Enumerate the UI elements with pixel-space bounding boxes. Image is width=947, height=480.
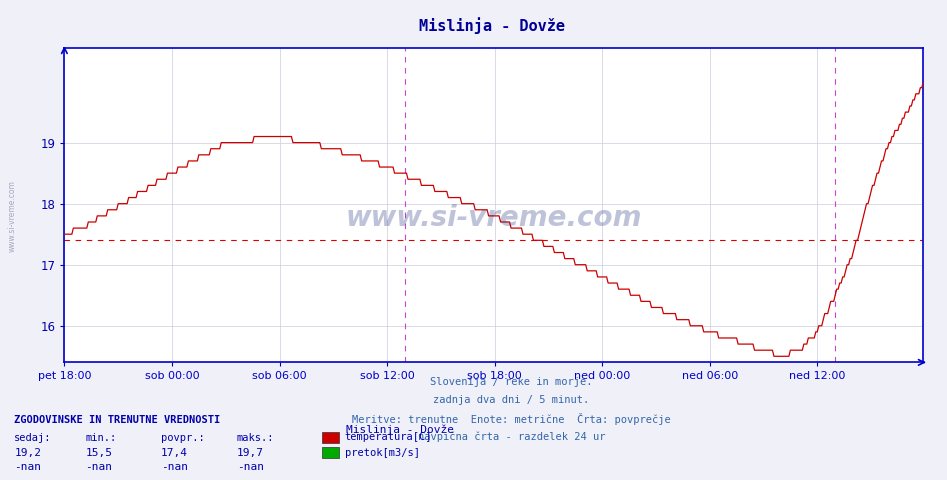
Text: 17,4: 17,4 [161,448,188,458]
Text: -nan: -nan [85,462,113,472]
Text: zadnja dva dni / 5 minut.: zadnja dva dni / 5 minut. [434,395,589,405]
Text: -nan: -nan [14,462,42,472]
Text: navpična črta - razdelek 24 ur: navpična črta - razdelek 24 ur [418,432,605,442]
Text: -nan: -nan [237,462,264,472]
Text: temperatura[C]: temperatura[C] [345,432,432,442]
Text: Mislinja - Dovže: Mislinja - Dovže [420,17,565,34]
Text: Slovenija / reke in morje.: Slovenija / reke in morje. [430,377,593,387]
Text: pretok[m3/s]: pretok[m3/s] [345,448,420,457]
Text: ZGODOVINSKE IN TRENUTNE VREDNOSTI: ZGODOVINSKE IN TRENUTNE VREDNOSTI [14,415,221,425]
Text: 19,2: 19,2 [14,448,42,458]
Text: www.si-vreme.com: www.si-vreme.com [8,180,17,252]
Text: maks.:: maks.: [237,433,275,444]
Text: 19,7: 19,7 [237,448,264,458]
Text: min.:: min.: [85,433,116,444]
Text: povpr.:: povpr.: [161,433,205,444]
Text: sedaj:: sedaj: [14,433,52,444]
Text: Meritve: trenutne  Enote: metrične  Črta: povprečje: Meritve: trenutne Enote: metrične Črta: … [352,413,670,425]
Text: -nan: -nan [161,462,188,472]
Text: 15,5: 15,5 [85,448,113,458]
Text: Mislinja - Dovže: Mislinja - Dovže [346,425,454,435]
Text: www.si-vreme.com: www.si-vreme.com [346,204,642,232]
